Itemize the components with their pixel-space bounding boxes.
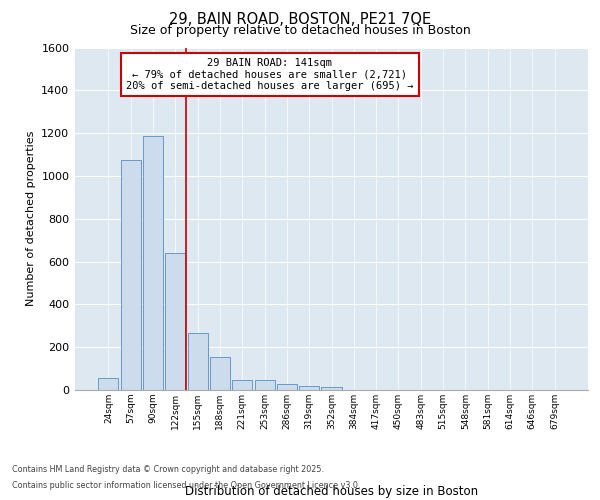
Text: Size of property relative to detached houses in Boston: Size of property relative to detached ho… xyxy=(130,24,470,37)
Bar xyxy=(277,384,297,390)
Bar xyxy=(254,380,275,390)
Bar xyxy=(322,387,341,390)
X-axis label: Distribution of detached houses by size in Boston: Distribution of detached houses by size … xyxy=(185,484,478,498)
Bar xyxy=(121,160,141,390)
Bar xyxy=(232,380,252,390)
Bar xyxy=(299,386,319,390)
Text: 29, BAIN ROAD, BOSTON, PE21 7QE: 29, BAIN ROAD, BOSTON, PE21 7QE xyxy=(169,12,431,28)
Bar xyxy=(143,136,163,390)
Text: 29 BAIN ROAD: 141sqm
← 79% of detached houses are smaller (2,721)
20% of semi-de: 29 BAIN ROAD: 141sqm ← 79% of detached h… xyxy=(126,58,413,91)
Bar xyxy=(98,378,118,390)
Text: Contains HM Land Registry data © Crown copyright and database right 2025.: Contains HM Land Registry data © Crown c… xyxy=(12,466,324,474)
Bar xyxy=(165,253,185,390)
Bar xyxy=(188,334,208,390)
Bar xyxy=(210,357,230,390)
Text: Contains public sector information licensed under the Open Government Licence v3: Contains public sector information licen… xyxy=(12,480,361,490)
Y-axis label: Number of detached properties: Number of detached properties xyxy=(26,131,36,306)
